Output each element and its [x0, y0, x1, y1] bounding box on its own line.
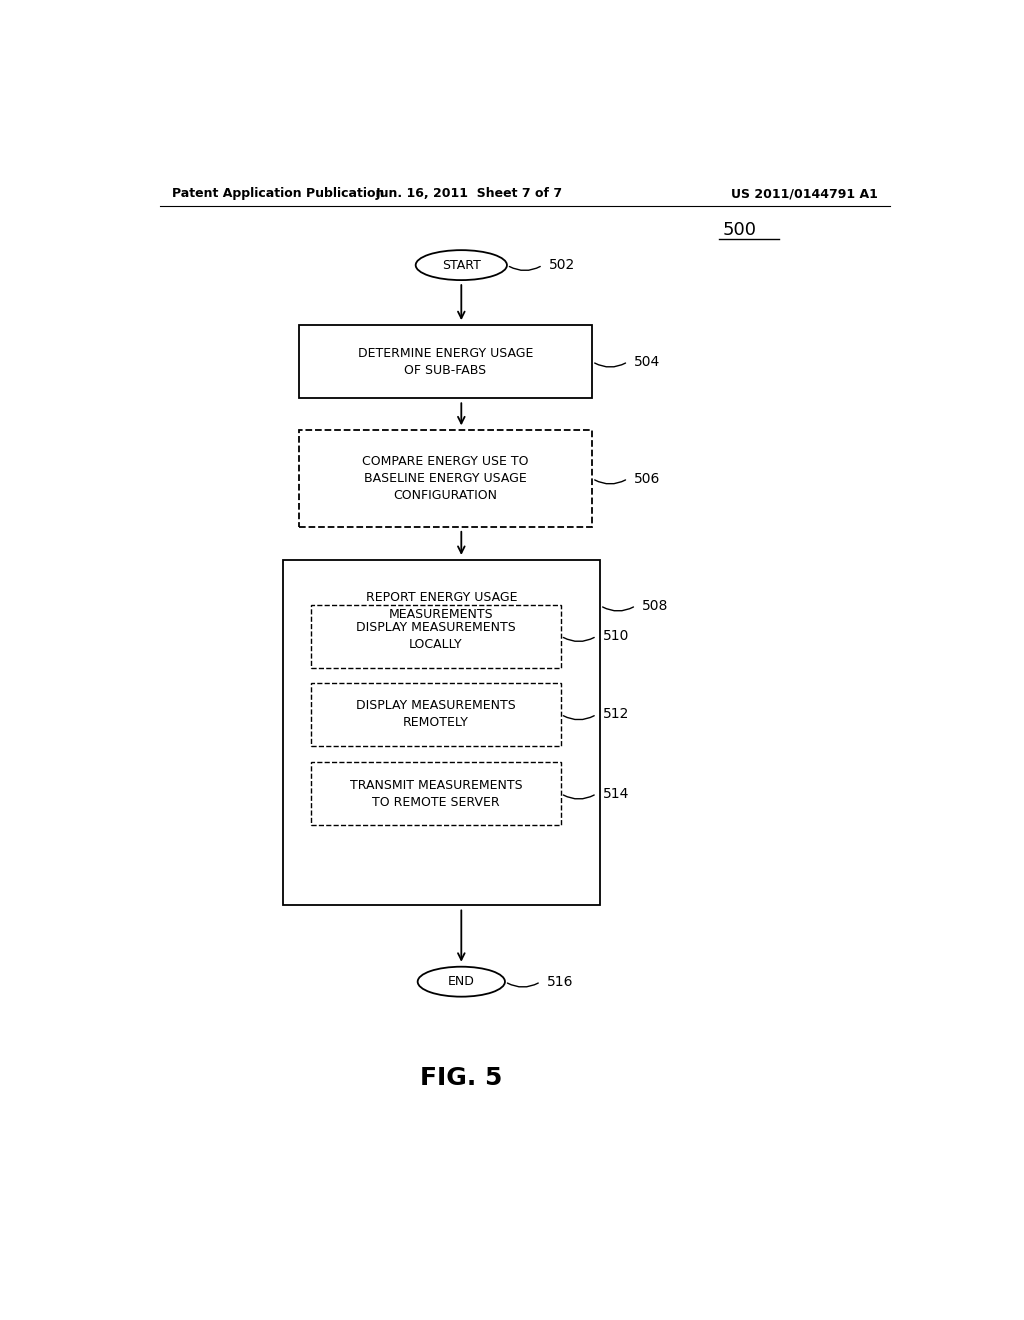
- FancyBboxPatch shape: [299, 430, 592, 527]
- FancyBboxPatch shape: [311, 682, 561, 746]
- Text: COMPARE ENERGY USE TO
BASELINE ENERGY USAGE
CONFIGURATION: COMPARE ENERGY USE TO BASELINE ENERGY US…: [362, 455, 528, 502]
- Text: 512: 512: [603, 708, 630, 721]
- FancyBboxPatch shape: [299, 325, 592, 399]
- Text: 508: 508: [642, 598, 669, 612]
- Text: START: START: [442, 259, 480, 272]
- FancyBboxPatch shape: [283, 560, 600, 906]
- Text: 510: 510: [603, 630, 630, 643]
- Text: REPORT ENERGY USAGE
MEASUREMENTS: REPORT ENERGY USAGE MEASUREMENTS: [366, 590, 517, 620]
- Ellipse shape: [418, 966, 505, 997]
- Text: 502: 502: [549, 259, 575, 272]
- Text: 516: 516: [547, 974, 573, 989]
- FancyBboxPatch shape: [311, 762, 561, 825]
- Text: TRANSMIT MEASUREMENTS
TO REMOTE SERVER: TRANSMIT MEASUREMENTS TO REMOTE SERVER: [349, 779, 522, 809]
- Text: 514: 514: [603, 787, 630, 801]
- Text: 504: 504: [634, 355, 660, 368]
- Text: DISPLAY MEASUREMENTS
LOCALLY: DISPLAY MEASUREMENTS LOCALLY: [356, 622, 516, 651]
- Text: DISPLAY MEASUREMENTS
REMOTELY: DISPLAY MEASUREMENTS REMOTELY: [356, 700, 516, 730]
- Ellipse shape: [416, 251, 507, 280]
- Text: Jun. 16, 2011  Sheet 7 of 7: Jun. 16, 2011 Sheet 7 of 7: [376, 187, 563, 201]
- Text: DETERMINE ENERGY USAGE
OF SUB-FABS: DETERMINE ENERGY USAGE OF SUB-FABS: [357, 347, 534, 376]
- Text: END: END: [447, 975, 475, 989]
- Text: US 2011/0144791 A1: US 2011/0144791 A1: [731, 187, 878, 201]
- Text: 500: 500: [722, 220, 756, 239]
- Text: FIG. 5: FIG. 5: [420, 1067, 503, 1090]
- Text: Patent Application Publication: Patent Application Publication: [172, 187, 384, 201]
- FancyBboxPatch shape: [311, 605, 561, 668]
- Text: 506: 506: [634, 471, 660, 486]
